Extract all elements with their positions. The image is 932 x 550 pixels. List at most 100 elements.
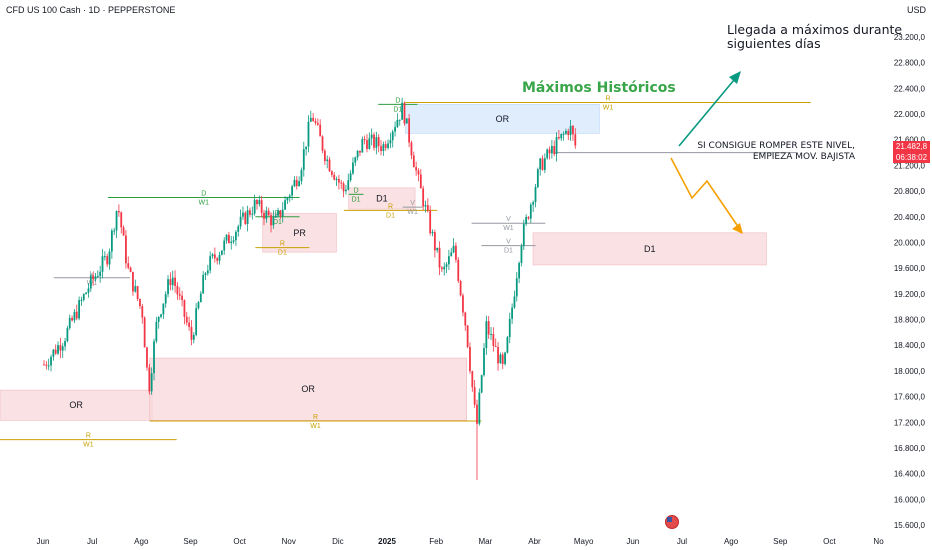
candle-body <box>220 250 223 255</box>
zone-label-1: OR <box>301 384 315 394</box>
chart-title: CFD US 100 Cash · 1D · PEPPERSTONE <box>6 5 176 15</box>
price-axis: 23.200,0 22.800,0 22.400,0 22.000,0 21.600,0… <box>894 33 926 530</box>
candle-body <box>457 259 460 281</box>
candle-body <box>345 189 347 192</box>
candle-body <box>298 181 301 187</box>
candle-body <box>232 240 235 242</box>
candle-body <box>464 312 467 326</box>
candle-body <box>487 321 490 335</box>
candle-body <box>216 258 219 261</box>
y-tick-label: 21.200,0 <box>894 161 926 170</box>
candle-body <box>546 149 549 159</box>
candle-body <box>274 215 277 218</box>
candle-body <box>506 337 509 353</box>
candle-body <box>286 197 289 201</box>
zones-layer: OR OR PR D1 OR D1 <box>0 104 767 421</box>
candle-body <box>199 293 202 303</box>
candle-body <box>94 276 97 280</box>
level-label-11-1: D1 <box>504 248 513 255</box>
candle-body <box>448 256 450 265</box>
x-tick-label: Jun <box>37 537 50 546</box>
candle-body <box>167 279 169 295</box>
candle-body <box>190 326 193 340</box>
candle-body <box>153 341 155 374</box>
candle-body <box>265 210 268 219</box>
zone-0 <box>0 389 153 421</box>
candle-body <box>155 321 158 342</box>
currency-label[interactable]: USD <box>906 5 926 15</box>
candle-body <box>361 139 364 153</box>
candle-body <box>169 279 172 286</box>
candle-body <box>54 349 57 354</box>
candle-body <box>415 167 418 171</box>
candle-body <box>218 254 221 261</box>
candle-body <box>429 210 432 234</box>
candle-body <box>349 173 352 181</box>
zone-2 <box>262 213 337 253</box>
bearish-arrow <box>670 157 740 229</box>
candle-body <box>536 169 539 188</box>
candle-body <box>396 119 399 128</box>
candle-body <box>469 346 471 372</box>
x-tick-label: Abr <box>528 537 541 546</box>
zone-5 <box>532 232 767 266</box>
candle-body <box>319 124 322 137</box>
level-label-0-0: R <box>86 433 91 440</box>
candle-body <box>459 280 462 296</box>
candle-body <box>227 234 230 244</box>
candle-body <box>213 254 216 259</box>
candle-body <box>263 212 265 219</box>
candle-body <box>178 294 181 296</box>
candle-body <box>302 149 305 170</box>
candle-body <box>185 316 188 323</box>
candle-body <box>424 205 427 207</box>
candle-body <box>87 288 90 293</box>
x-tick-label: Dic <box>332 537 344 546</box>
candle-body <box>389 140 392 144</box>
candle-body <box>61 346 64 351</box>
candle-body <box>508 318 511 338</box>
candle-body <box>249 210 251 215</box>
candle-body <box>433 232 436 251</box>
y-tick-label: 15.600,0 <box>894 521 926 530</box>
zone-1 <box>149 357 467 421</box>
candle-body <box>443 266 446 270</box>
candle-body <box>529 204 532 219</box>
y-tick-label: 19.600,0 <box>894 264 926 273</box>
candle-body <box>150 373 153 392</box>
candle-body <box>171 277 174 286</box>
level-label-4-1: D1 <box>273 219 282 226</box>
candle-body <box>237 226 240 232</box>
candle-body <box>476 404 478 424</box>
candle-body <box>103 256 106 258</box>
candle-body <box>78 300 81 319</box>
candle-body <box>520 246 523 264</box>
candle-body <box>279 210 282 217</box>
candle-body <box>239 216 242 227</box>
candle-body <box>312 117 315 122</box>
candle-body <box>574 134 577 146</box>
candle-body <box>340 182 343 184</box>
candle-body <box>401 102 403 120</box>
projection-arrows <box>670 71 743 234</box>
candle-body <box>405 118 408 124</box>
y-tick-label: 16.400,0 <box>894 470 926 479</box>
candle-body <box>52 349 55 357</box>
candle-body <box>136 286 139 299</box>
us-flag-event-icon[interactable] <box>665 515 679 529</box>
last-price-value: 21.482,8 <box>895 142 928 151</box>
candle-body <box>267 210 270 216</box>
candle-body <box>174 277 176 286</box>
candle-body <box>550 146 553 154</box>
candle-body <box>330 171 333 175</box>
candle-body <box>431 232 434 234</box>
candle-body <box>204 273 207 276</box>
x-tick-label: 2025 <box>378 537 396 546</box>
level-label-8-1: D1 <box>386 212 395 219</box>
candle-body <box>497 346 499 364</box>
candle-body <box>422 188 425 207</box>
y-tick-label: 18.000,0 <box>894 367 926 376</box>
candle-body <box>522 223 525 247</box>
y-tick-label: 17.600,0 <box>894 393 926 402</box>
